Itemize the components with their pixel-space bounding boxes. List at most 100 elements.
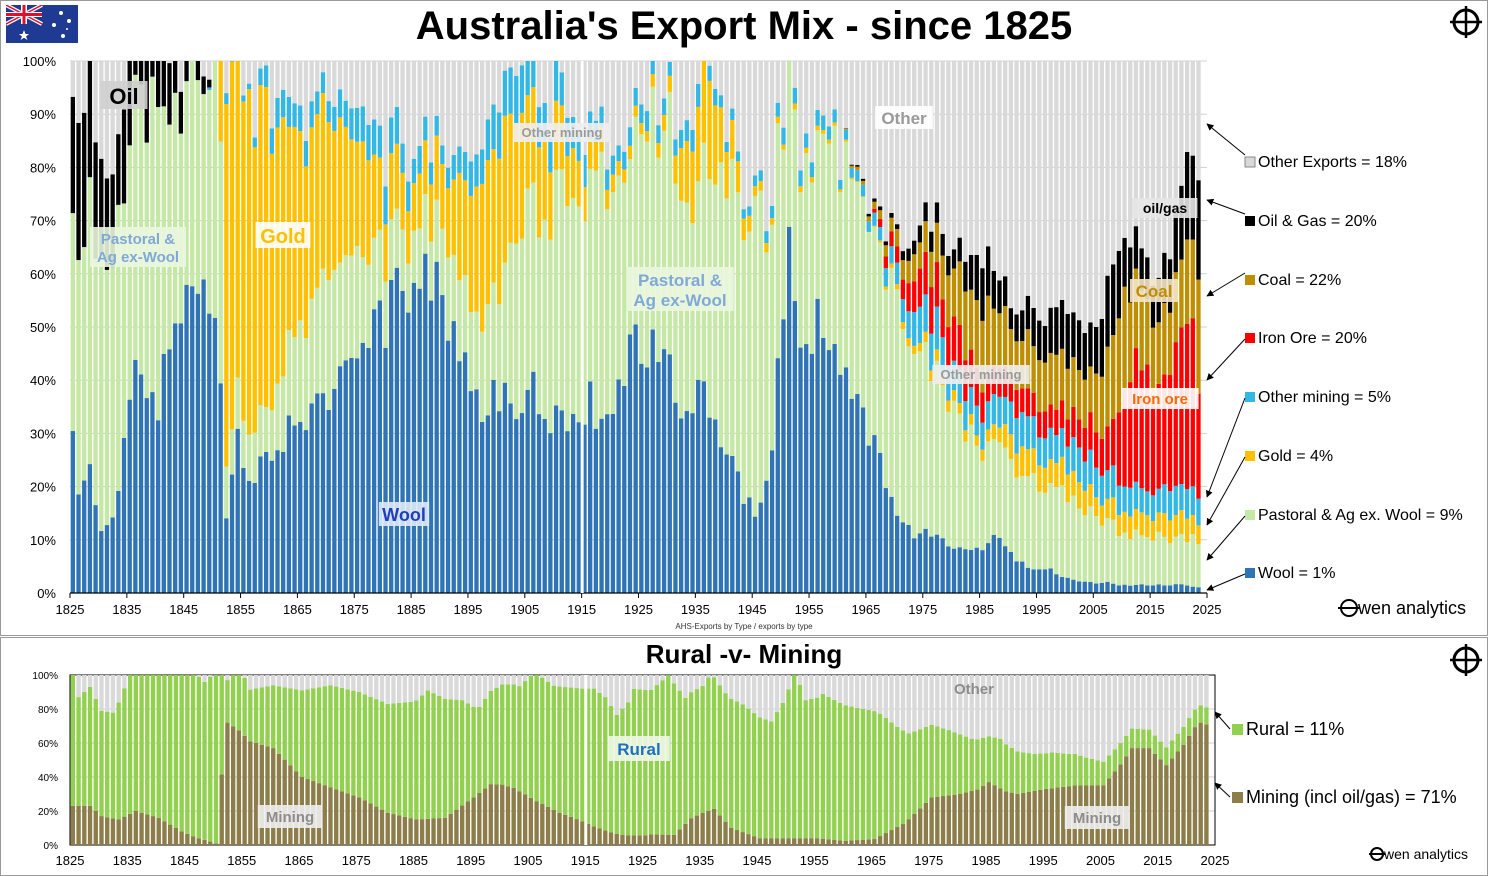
bar-pastoral-ag-ex-wool-1987 xyxy=(991,438,996,535)
bar-gold-2012 xyxy=(1133,509,1139,530)
bar-pastoral-ag-ex-wool-1954 xyxy=(804,153,809,345)
x-tick-label: 1855 xyxy=(226,602,255,617)
bar-pastoral-ag-ex-wool-1926 xyxy=(644,141,650,368)
bar-gold-1992 xyxy=(1020,446,1025,476)
bar-gold-1929 xyxy=(661,114,667,131)
bar-other-exports-2006 xyxy=(1099,61,1104,319)
bar-wool-2015 xyxy=(1150,585,1156,593)
bar-iron-ore-2005 xyxy=(1093,432,1099,468)
bar-gold-1988 xyxy=(997,427,1002,443)
bar-coal-1997 xyxy=(1048,352,1053,405)
bar-other-exports-1942 xyxy=(735,61,741,152)
bar-other-exports-1979 xyxy=(946,61,951,257)
bar-other-exports-1958 xyxy=(826,61,832,127)
bar-wool-1904 xyxy=(519,413,525,593)
bar-other-mining-1978 xyxy=(940,337,945,376)
bar-other-mining-1940 xyxy=(724,141,729,153)
bar-other-mining-1984 xyxy=(974,405,979,436)
bar-gold-1894 xyxy=(462,180,468,276)
bar-wool-1875 xyxy=(354,358,360,593)
bar-other-mining-1919 xyxy=(605,169,610,190)
bar-other-mining-1946 xyxy=(758,170,763,182)
bar-wool-1962 xyxy=(849,398,854,593)
x-tick-label: 2005 xyxy=(1079,602,1108,617)
bar-wool-2001 xyxy=(1071,579,1076,593)
bar-other-mining-2014 xyxy=(1145,491,1150,516)
bar-gold-1880 xyxy=(383,224,388,282)
bar-other-mining-1949 xyxy=(775,102,780,117)
bar-wool-1934 xyxy=(690,413,695,593)
bar-wool-1864 xyxy=(292,425,297,593)
bar-coal-1964 xyxy=(860,180,866,185)
bar-iron-ore-2012 xyxy=(1133,348,1139,482)
bar-wool-1906 xyxy=(531,371,536,593)
bar-other-mining-1880 xyxy=(383,186,388,225)
bar-oil-gas-1988 xyxy=(997,280,1002,314)
bar-other-mining-1893 xyxy=(457,146,462,173)
bar-other-mining-1878 xyxy=(371,119,377,155)
bar-wool-1990 xyxy=(1008,551,1014,593)
bar-pastoral-ag-ex-wool-1843 xyxy=(173,92,178,324)
bar-wool-1986 xyxy=(985,543,991,593)
bar-other-mining-1862 xyxy=(281,89,286,118)
bar-other-exports-1987 xyxy=(991,61,996,271)
bar-wool-1835 xyxy=(127,399,132,593)
bar-oil-gas-1847 xyxy=(195,61,201,81)
bar-other-mining-1950 xyxy=(781,127,786,145)
bar-other-exports-1934 xyxy=(690,61,695,130)
bar-coal-1996 xyxy=(1042,362,1048,412)
bar-other-exports-1895 xyxy=(468,61,473,162)
bar-other-mining-2017 xyxy=(1162,484,1167,514)
bar-other-mining-2019 xyxy=(1173,485,1178,515)
bar-other-mining-2010 xyxy=(1122,486,1127,512)
bar-wool-1995 xyxy=(1037,569,1042,593)
bar-gold-1948 xyxy=(769,218,775,225)
bar-gold-1907 xyxy=(536,147,542,238)
bar-other-mining-1898 xyxy=(485,119,491,161)
bar-pastoral-ag-ex-wool-1915 xyxy=(582,221,587,425)
bar-other-mining-1992 xyxy=(1020,412,1025,447)
bar-pastoral-ag-ex-wool-1863 xyxy=(286,330,292,416)
bar-gold-1856 xyxy=(246,89,252,435)
bar-wool-1849 xyxy=(207,313,212,593)
x-tick-label: 1925 xyxy=(624,602,653,617)
bar-oil-gas-1977 xyxy=(934,202,940,223)
x-tick-label: 1825 xyxy=(56,602,85,617)
bar-coal-2001 xyxy=(1071,357,1076,407)
bar-pastoral-ag-ex-wool-1958 xyxy=(826,143,832,351)
bar-wool-1861 xyxy=(275,450,280,593)
bar-coal-1966 xyxy=(872,201,877,209)
bar-pastoral-ag-ex-wool-1961 xyxy=(843,141,849,368)
bar-oil-gas-2012 xyxy=(1133,226,1139,269)
bar-wool-1907 xyxy=(536,414,542,593)
bar-pastoral-ag-ex-wool-1834 xyxy=(121,203,127,438)
bar-oil-gas-2015 xyxy=(1150,285,1156,328)
bar-gold-1980 xyxy=(951,390,957,401)
bar-other-mining-1924 xyxy=(633,87,638,106)
bar-wool-1846 xyxy=(190,286,195,593)
bar-other-exports-2022 xyxy=(1190,61,1195,156)
bar-gold-1889 xyxy=(434,135,439,200)
bar-other-exports-1986 xyxy=(985,61,991,247)
bar-other-exports-1959 xyxy=(832,61,837,110)
bar-pastoral-ag-ex-wool-1976 xyxy=(929,381,934,537)
bar-other-exports-1930 xyxy=(667,61,672,62)
bar-pastoral-ag-ex-wool-1911 xyxy=(559,169,564,411)
bar-other-exports-1831 xyxy=(104,61,110,179)
bar-pastoral-ag-ex-wool-2014 xyxy=(1145,537,1150,586)
bar-other-mining-1885 xyxy=(411,158,417,184)
bar-oil-gas-1981 xyxy=(957,237,962,262)
bar-oil-gas-1848 xyxy=(201,76,206,95)
bar-other-exports-1991 xyxy=(1014,61,1019,315)
bar-gold-1969 xyxy=(889,263,894,268)
bar-pastoral-ag-ex-wool-2022 xyxy=(1190,534,1195,587)
bar-gold-1959 xyxy=(832,122,837,126)
bar-gold-1876 xyxy=(360,141,365,257)
bar-wool-1848 xyxy=(201,279,206,593)
bar-wool-1973 xyxy=(912,538,917,593)
bar-other-exports-1830 xyxy=(99,61,104,159)
bar-iron-ore-2010 xyxy=(1122,388,1127,487)
bar-wool-1974 xyxy=(917,533,923,593)
bar-coal-2022 xyxy=(1190,239,1195,319)
bar-wool-1969 xyxy=(889,496,894,593)
